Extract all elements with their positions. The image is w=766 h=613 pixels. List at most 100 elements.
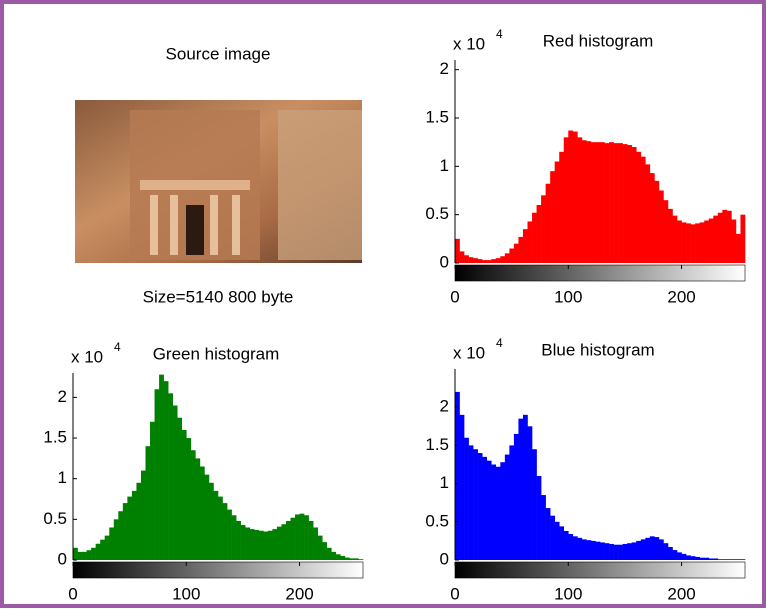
- bar: [736, 234, 741, 263]
- bar: [114, 519, 119, 560]
- bar: [586, 540, 591, 560]
- bar: [627, 543, 632, 560]
- bar: [577, 538, 582, 560]
- bar: [500, 256, 505, 263]
- image-caption: Size=5140 800 byte: [143, 287, 294, 306]
- bar: [469, 257, 474, 263]
- multiplier-exponent: 4: [114, 340, 121, 354]
- bar: [349, 558, 354, 560]
- bar: [731, 559, 736, 560]
- bar: [650, 173, 655, 263]
- bar: [682, 222, 687, 263]
- bar: [496, 467, 501, 560]
- bar: [136, 483, 141, 560]
- bar: [141, 471, 146, 560]
- colorbar: [455, 562, 745, 578]
- colorbar: [73, 562, 363, 578]
- bar: [464, 255, 469, 263]
- bar: [668, 209, 673, 263]
- bar: [358, 559, 363, 560]
- bar: [272, 529, 277, 560]
- multiplier-exponent: 4: [496, 27, 503, 41]
- y-tick-label: 1.5: [425, 435, 449, 454]
- bar: [740, 215, 745, 263]
- y-tick-label: 2: [58, 387, 67, 406]
- bar: [709, 219, 714, 263]
- bar: [568, 131, 573, 263]
- bar: [614, 143, 619, 263]
- bar: [460, 415, 465, 560]
- bar: [150, 422, 155, 560]
- bar: [586, 141, 591, 263]
- bar: [704, 220, 709, 263]
- bar: [73, 548, 78, 560]
- bar: [577, 137, 582, 263]
- y-tick-label: 1.5: [425, 107, 449, 126]
- y-tick-label: 0.5: [425, 204, 449, 223]
- bar: [295, 514, 300, 560]
- bar: [514, 244, 519, 263]
- bar: [659, 191, 664, 264]
- bar: [487, 461, 492, 560]
- bar: [686, 223, 691, 263]
- bar: [127, 497, 132, 560]
- bar: [641, 157, 646, 263]
- chart-title: Red histogram: [543, 31, 654, 50]
- x-tick-label: 100: [554, 584, 582, 603]
- bar: [573, 536, 578, 560]
- bar: [523, 229, 528, 263]
- bar: [177, 418, 182, 560]
- bar: [155, 389, 160, 560]
- y-tick-label: 2: [440, 59, 449, 78]
- bar: [336, 554, 341, 560]
- x-tick-label: 0: [68, 584, 77, 603]
- bar: [528, 426, 533, 560]
- bar: [713, 558, 718, 560]
- y-tick-label: 1: [58, 468, 67, 487]
- bar: [268, 531, 273, 560]
- bar: [455, 392, 460, 560]
- bar: [304, 515, 309, 560]
- bar: [645, 538, 650, 560]
- bar: [627, 145, 632, 263]
- bar: [573, 132, 578, 263]
- bar: [718, 559, 723, 560]
- bar: [559, 152, 564, 263]
- chart-title: Blue histogram: [541, 340, 654, 359]
- bar: [605, 543, 610, 560]
- bar: [105, 536, 110, 560]
- bar: [600, 142, 605, 263]
- bar: [505, 253, 510, 263]
- bar: [232, 515, 237, 560]
- bar: [641, 539, 646, 560]
- bar: [582, 539, 587, 560]
- bar: [473, 449, 478, 560]
- bar: [618, 143, 623, 263]
- bar: [623, 144, 628, 263]
- bar: [327, 548, 332, 560]
- bar: [460, 251, 465, 263]
- bar: [700, 558, 705, 560]
- bar: [632, 147, 637, 263]
- bar: [663, 543, 668, 560]
- bar: [668, 547, 673, 560]
- bar: [600, 542, 605, 560]
- bar: [482, 260, 487, 263]
- bar: [331, 552, 336, 560]
- bar: [236, 521, 241, 560]
- bar: [345, 558, 350, 560]
- bar: [109, 527, 114, 560]
- bar: [722, 559, 727, 560]
- bar: [514, 434, 519, 560]
- bar: [691, 224, 696, 263]
- multiplier-base: x 10: [453, 343, 485, 362]
- bar: [245, 527, 250, 560]
- bar: [550, 516, 555, 560]
- bar: [677, 220, 682, 263]
- bar: [309, 521, 314, 560]
- bar: [322, 542, 327, 560]
- bar: [223, 503, 228, 560]
- bar: [673, 550, 678, 560]
- bar: [564, 137, 569, 263]
- bar: [168, 393, 173, 560]
